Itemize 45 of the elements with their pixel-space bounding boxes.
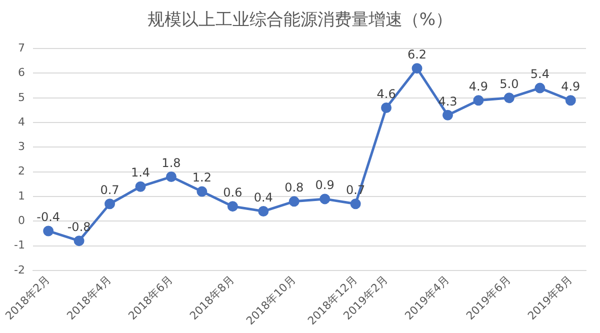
y-tick-label: 5 <box>18 90 25 104</box>
chart-title: 规模以上工业综合能源消费量增速（%） <box>146 9 454 32</box>
point <box>350 198 361 210</box>
y-tick-label: -1 <box>14 238 25 252</box>
data-label: 4.9 <box>468 79 488 94</box>
data-label: 6.2 <box>407 47 427 62</box>
point <box>288 196 300 207</box>
data-label: 5.0 <box>500 77 519 92</box>
y-tick-label: 3 <box>18 140 25 154</box>
data-label: 0.8 <box>284 180 304 195</box>
point <box>43 226 54 236</box>
point <box>412 63 422 74</box>
point <box>166 172 176 182</box>
y-tick-label: 4 <box>18 115 25 128</box>
point <box>534 82 546 94</box>
data-label: 0.6 <box>223 185 242 200</box>
point <box>565 95 576 106</box>
y-tick-label: 1 <box>18 189 25 202</box>
data-label: 0.9 <box>315 178 334 192</box>
point <box>473 95 484 106</box>
y-tick-label: 7 <box>18 41 25 54</box>
point <box>320 194 330 204</box>
point <box>135 181 146 192</box>
data-label: 4.6 <box>376 86 396 101</box>
data-label: 4.9 <box>561 79 580 94</box>
data-label: 0.7 <box>100 182 120 197</box>
point <box>196 186 208 197</box>
y-tick-label: 2 <box>18 164 25 178</box>
y-tick-label: 0 <box>18 214 25 227</box>
data-label: 0.4 <box>254 190 273 204</box>
data-label: 1.4 <box>130 166 150 180</box>
data-label: 5.4 <box>530 67 550 82</box>
data-label: 1.2 <box>192 170 212 185</box>
point <box>104 198 116 210</box>
point <box>504 92 514 104</box>
point <box>381 102 392 113</box>
y-tick-label: -2 <box>14 263 25 276</box>
point <box>258 206 269 217</box>
data-label: 1.8 <box>162 156 181 170</box>
point <box>442 110 453 120</box>
point <box>227 201 238 212</box>
data-label: -0.4 <box>36 210 60 224</box>
y-tick-label: 6 <box>18 66 25 80</box>
point <box>74 236 84 246</box>
data-label: -0.8 <box>67 220 91 234</box>
